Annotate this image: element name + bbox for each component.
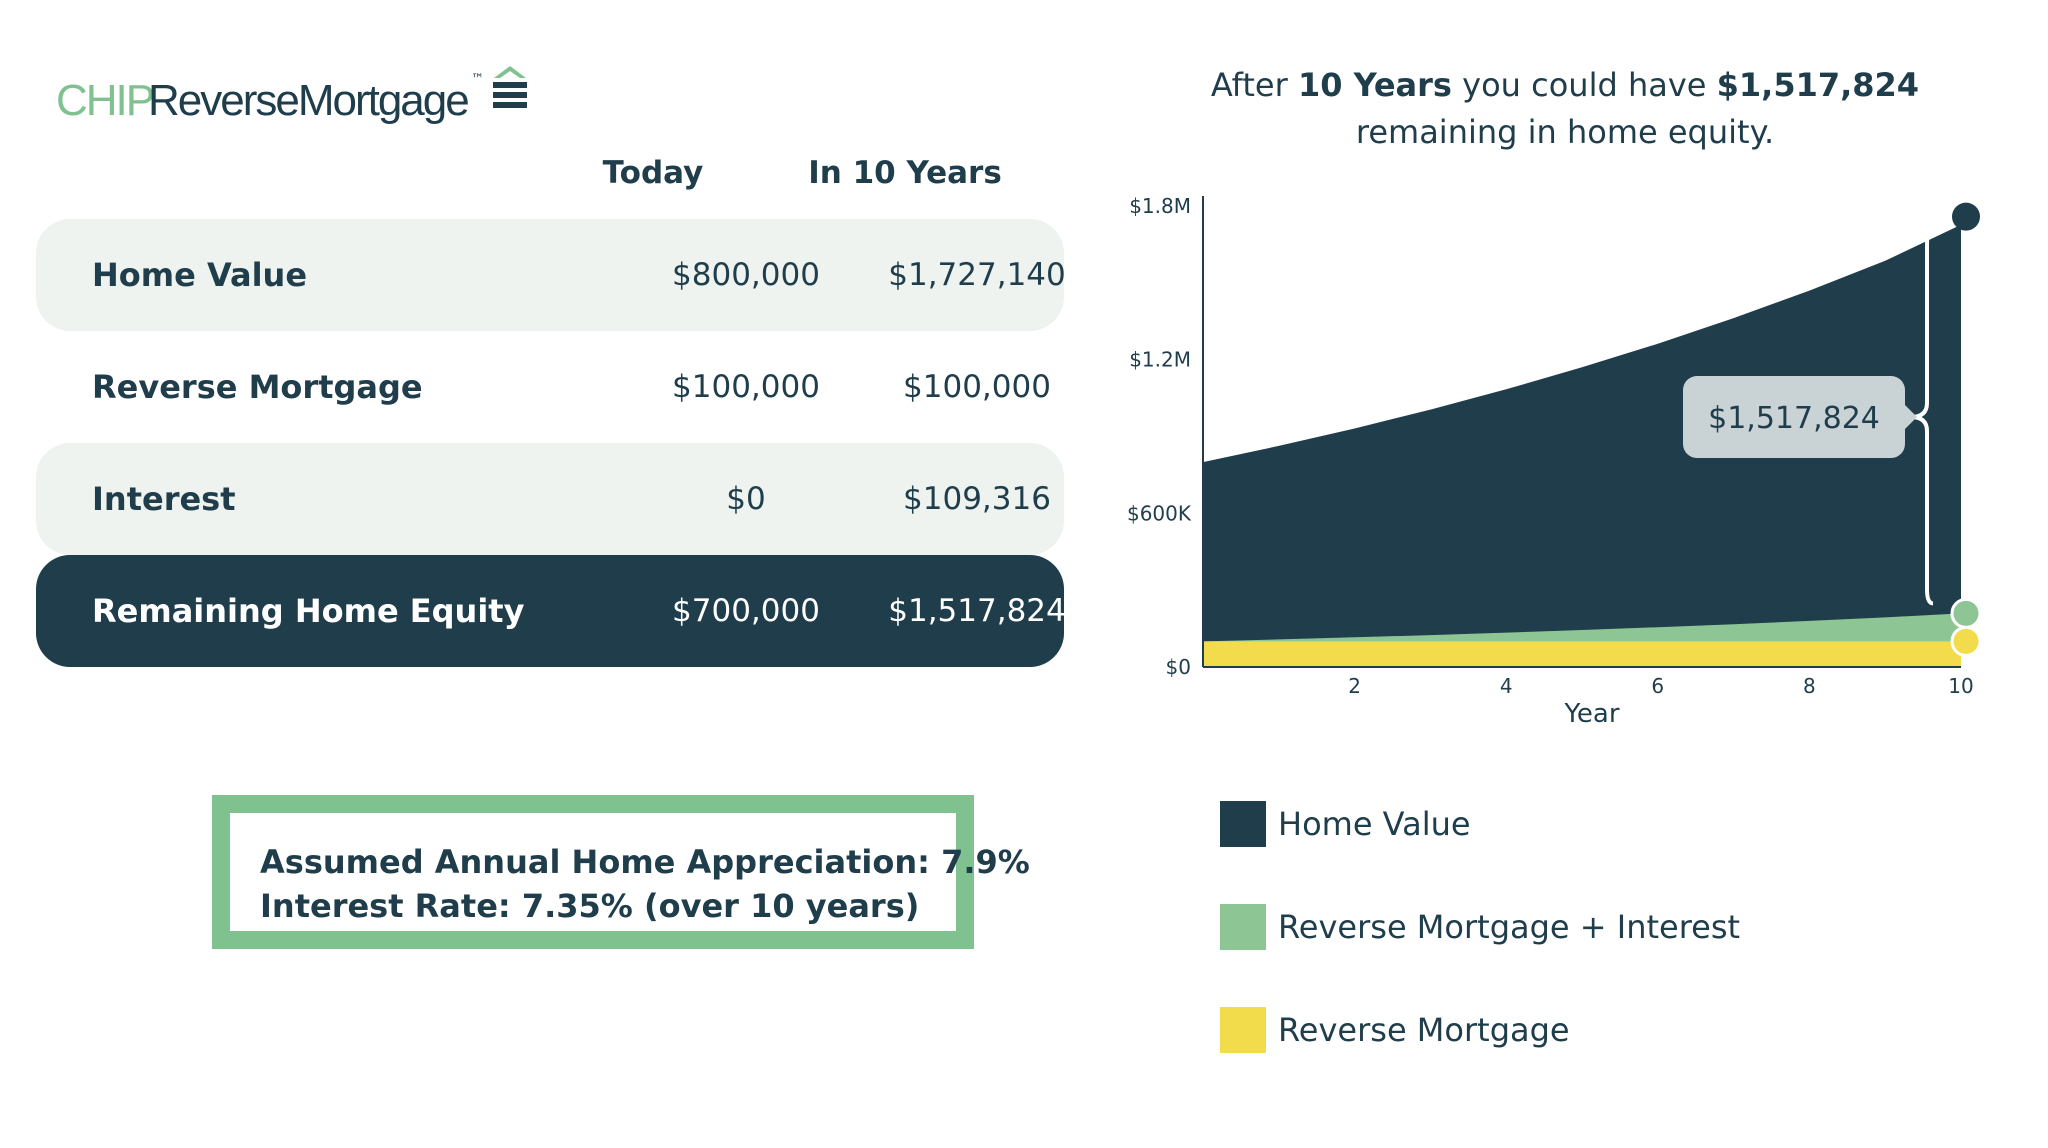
equity-callout-bubble xyxy=(1683,376,1905,459)
house-stack-icon xyxy=(493,66,527,108)
equity-area-chart: $0 $600K $1.2M $1.8M 2 4 6 8 10 Year $1,517,824 xyxy=(1127,194,1982,729)
column-header-today: Today xyxy=(602,155,704,191)
reverse-mortgage-end-point xyxy=(1950,625,1982,657)
legend-swatch xyxy=(1220,801,1266,847)
legend-label: Reverse Mortgage xyxy=(1278,1011,1570,1049)
legend-item-home-value: Home Value xyxy=(1220,801,1471,847)
row-label: Interest xyxy=(92,480,236,518)
chart-headline: After 10 Years you could have $1,517,824… xyxy=(1140,62,1990,156)
row-label: Remaining Home Equity xyxy=(92,592,525,630)
value-today: $100,000 xyxy=(672,369,820,405)
row-remaining-home-equity: Remaining Home Equity $700,000 $1,517,82… xyxy=(36,555,1066,667)
column-header-future: In 10 Years xyxy=(808,155,1002,191)
y-tick-label: $1.8M xyxy=(1129,194,1191,218)
legend-item-reverse-mortgage-interest: Reverse Mortgage + Interest xyxy=(1220,904,1740,950)
headline-prefix: After xyxy=(1210,66,1298,104)
legend-label: Home Value xyxy=(1278,805,1471,843)
value-today: $700,000 xyxy=(672,593,820,629)
reverse-mortgage-area xyxy=(1203,641,1961,667)
value-future: $100,000 xyxy=(903,369,1051,405)
value-future: $1,517,824 xyxy=(888,593,1066,629)
home-value-end-point xyxy=(1952,202,1980,231)
appreciation-assumption: Assumed Annual Home Appreciation: 7.9% xyxy=(260,843,1030,881)
x-tick-label: 10 xyxy=(1948,674,1973,698)
headline-middle: you could have xyxy=(1451,66,1717,104)
row-label: Home Value xyxy=(92,256,308,294)
value-today: $0 xyxy=(726,481,766,517)
brand-logo: CHIP ReverseMortgage ™ xyxy=(56,60,556,140)
value-future: $1,727,140 xyxy=(888,257,1066,293)
logo-chip-text: CHIP xyxy=(56,76,155,125)
row-reverse-mortgage: Reverse Mortgage $100,000 $100,000 xyxy=(36,331,1064,443)
row-interest: Interest $0 $109,316 xyxy=(36,443,1064,555)
x-tick-label: 4 xyxy=(1500,674,1513,698)
logo-trademark: ™ xyxy=(471,72,484,87)
row-label: Reverse Mortgage xyxy=(92,368,423,406)
legend-swatch xyxy=(1220,1007,1266,1053)
legend-label: Reverse Mortgage + Interest xyxy=(1278,908,1741,946)
headline-suffix: remaining in home equity. xyxy=(1355,113,1775,151)
interest-rate-assumption: Interest Rate: 7.35% (over 10 years) xyxy=(260,887,920,925)
headline-amount: $1,517,824 xyxy=(1716,66,1920,104)
reverse-mortgage-interest-end-point xyxy=(1950,597,1982,629)
x-tick-label: 6 xyxy=(1651,674,1664,698)
assumptions-box: Assumed Annual Home Appreciation: 7.9% I… xyxy=(212,795,1030,949)
equity-callout-value: $1,517,824 xyxy=(1708,401,1880,436)
logo-reverse-mortgage-text: ReverseMortgage xyxy=(148,76,470,125)
y-tick-label: $1.2M xyxy=(1129,348,1191,372)
home-value-area xyxy=(1203,224,1961,667)
y-tick-label: $0 xyxy=(1166,655,1191,679)
headline-years: 10 Years xyxy=(1297,66,1452,104)
y-tick-label: $600K xyxy=(1127,501,1192,525)
x-tick-label: 2 xyxy=(1348,674,1361,698)
value-today: $800,000 xyxy=(672,257,820,293)
value-future: $109,316 xyxy=(903,481,1051,517)
legend-item-reverse-mortgage: Reverse Mortgage xyxy=(1220,1007,1570,1053)
x-axis-label: Year xyxy=(1563,699,1619,729)
x-tick-label: 8 xyxy=(1803,674,1816,698)
equity-callout-pointer xyxy=(1905,405,1917,430)
legend-swatch xyxy=(1220,904,1266,950)
row-home-value: Home Value $800,000 $1,727,140 xyxy=(36,219,1066,331)
